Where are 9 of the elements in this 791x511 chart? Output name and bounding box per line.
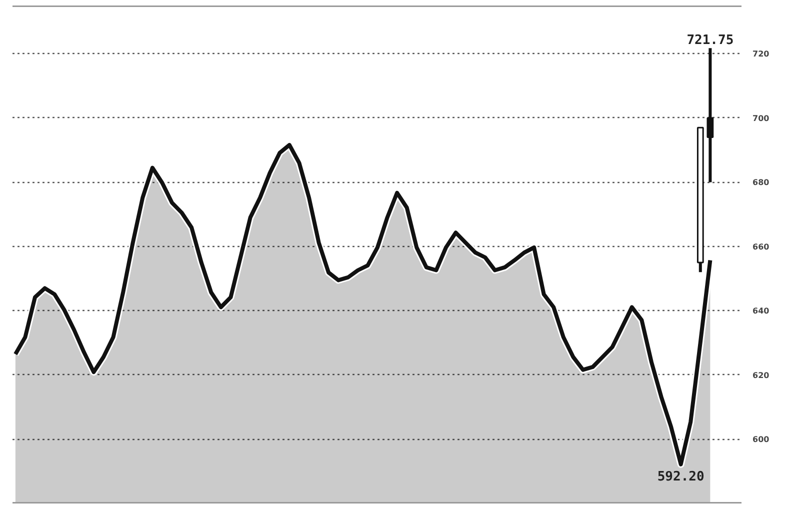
y-tick-label: 680	[752, 178, 770, 188]
y-tick-label: 620	[752, 370, 770, 380]
y-tick-label: 720	[752, 50, 770, 59]
annotation: 721.75	[686, 33, 734, 48]
y-tick-label: 660	[752, 242, 770, 252]
y-tick-label: 700	[752, 114, 770, 123]
annotation: 592.20	[657, 469, 704, 484]
y-tick-label: 640	[752, 306, 770, 316]
y-tick-label: 600	[752, 435, 770, 444]
